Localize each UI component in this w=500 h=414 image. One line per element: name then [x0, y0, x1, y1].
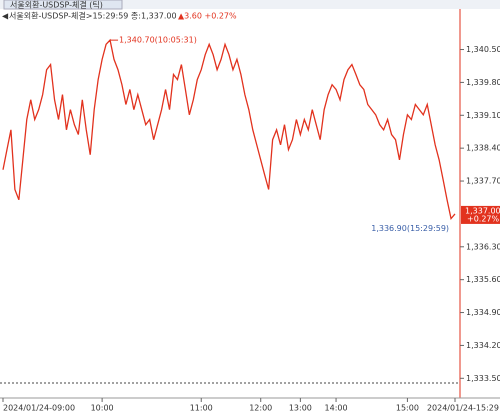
- last-change-label: +0.27%: [467, 214, 500, 223]
- price-line: [2, 38, 456, 221]
- y-tick-label: 1,334.90: [466, 308, 500, 317]
- x-tick-label: 15:00: [396, 404, 419, 413]
- info-line: 서울외환-USDSP-체결>15:29:59 종:1,337.00: [9, 11, 177, 21]
- tab[interactable]: [3, 0, 123, 10]
- x-tick-label: 14:00: [325, 404, 348, 413]
- x-tick-label: 12:00: [249, 404, 272, 413]
- y-tick-label: 1,337.70: [466, 177, 500, 186]
- info-prefix: ◀: [2, 12, 9, 21]
- tab-title: 서울외환-USDSP-체결 (틱): [10, 0, 103, 10]
- y-tick-label: 1,336.30: [466, 242, 500, 251]
- y-tick-label: 1,334.20: [466, 341, 500, 350]
- y-tick-label: 1,338.40: [466, 144, 500, 153]
- x-tick-label: 13:00: [289, 404, 312, 413]
- tab-bar: [0, 0, 500, 9]
- y-tick-label: 1,335.60: [466, 275, 500, 284]
- last-price-label: 1,337.00: [465, 206, 500, 215]
- high-label: 1,340.70(10:05:31): [119, 36, 197, 45]
- y-tick-label: 1,340.50: [466, 45, 500, 54]
- x-tick-label: 11:00: [190, 404, 213, 413]
- last-price-box: [461, 205, 500, 224]
- y-tick-label: 1,339.10: [466, 111, 500, 120]
- x-tick-label: 2024/01/24-09:00: [3, 404, 75, 413]
- info-change: ▲3.60 +0.27%: [178, 12, 237, 21]
- y-tick-label: 1,333.50: [466, 374, 500, 383]
- low-label: 1,336.90(15:29:59): [371, 224, 449, 233]
- x-tick-label: 10:00: [91, 404, 114, 413]
- x-tick-label: 2024/01/24-15:29: [427, 404, 499, 413]
- y-tick-label: 1,339.80: [466, 78, 500, 87]
